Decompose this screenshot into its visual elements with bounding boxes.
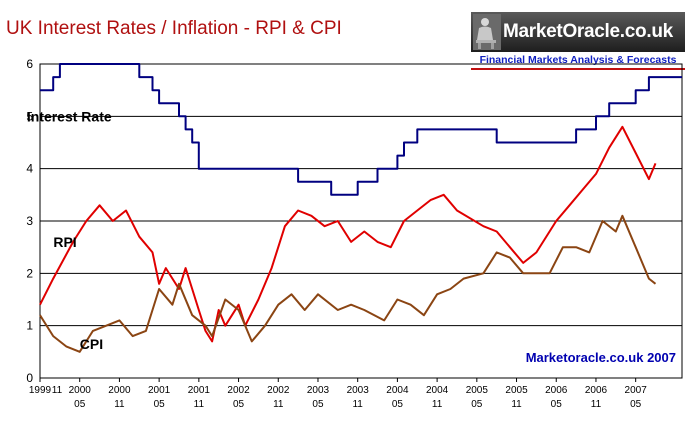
x-tick-year: 2006 xyxy=(545,385,568,396)
y-tick-label: 2 xyxy=(26,266,33,280)
series-line-rpi xyxy=(39,125,657,343)
x-tick-year: 2007 xyxy=(625,385,648,396)
x-tick-year: 2000 xyxy=(108,385,131,396)
x-tick-month: 11 xyxy=(114,399,125,410)
x-tick-year: 2005 xyxy=(505,385,528,396)
x-tick-month: 05 xyxy=(233,399,245,410)
watermark-text: Marketoracle.co.uk 2007 xyxy=(526,350,676,365)
y-tick-label: 5 xyxy=(26,109,33,123)
x-tick-month: 05 xyxy=(312,399,324,410)
x-tick-month: 11 xyxy=(352,399,363,410)
gridlines xyxy=(39,63,683,379)
y-tick-label: 6 xyxy=(26,57,33,71)
x-tick-year: 2002 xyxy=(227,385,250,396)
series-label: RPI xyxy=(53,234,76,250)
x-tick-month: 05 xyxy=(551,399,563,410)
x-tick-year: 2003 xyxy=(347,385,370,396)
series-label: CPI xyxy=(80,336,103,352)
x-tick-month: 11 xyxy=(432,399,443,410)
brand-name: MarketOracle.co.uk xyxy=(503,21,673,42)
series-label: Interest Rate xyxy=(27,108,112,124)
x-tick-month: 05 xyxy=(154,399,166,410)
x-tick-year: 2001 xyxy=(188,385,211,396)
brand-underline xyxy=(471,68,685,70)
x-tick-year: 2001 xyxy=(148,385,171,396)
series-line-cpi xyxy=(39,214,657,353)
brand-logo-box[interactable]: MarketOracle.co.uk xyxy=(471,12,685,52)
x-tick-year: 2003 xyxy=(307,385,330,396)
series-line-interest-rate xyxy=(40,63,682,196)
brand-tagline: Financial Markets Analysis & Forecasts xyxy=(479,54,677,66)
brand-banner[interactable]: MarketOracle.co.uk Financial Markets Ana… xyxy=(471,12,685,70)
x-tick-month: 11 xyxy=(52,385,63,396)
y-tick-label: 3 xyxy=(26,214,33,228)
x-tick-month: 05 xyxy=(471,399,483,410)
x-tick-month: 05 xyxy=(392,399,404,410)
x-tick-year: 2004 xyxy=(386,385,409,396)
series-lines xyxy=(39,63,682,353)
x-tick-year: 2002 xyxy=(267,385,290,396)
x-tick-year: 2004 xyxy=(426,385,449,396)
x-tick-month: 05 xyxy=(74,399,86,410)
x-tick-year: 2005 xyxy=(466,385,489,396)
x-tick-month: 11 xyxy=(511,399,522,410)
chart-title: UK Interest Rates / Inflation - RPI & CP… xyxy=(6,18,342,39)
oracle-figure-icon xyxy=(473,14,501,50)
x-tick-year: 1999 xyxy=(29,385,52,396)
y-tick-label: 0 xyxy=(26,371,33,385)
y-tick-label: 1 xyxy=(26,319,33,333)
y-tick-label: 4 xyxy=(26,162,33,176)
x-tick-year: 2006 xyxy=(585,385,608,396)
x-tick-month: 11 xyxy=(591,399,602,410)
series-labels: Interest Rate RPI CPI xyxy=(27,108,112,352)
x-tick-month: 11 xyxy=(273,399,284,410)
x-tick-month: 05 xyxy=(630,399,642,410)
x-tick-year: 2000 xyxy=(69,385,92,396)
x-tick-month: 11 xyxy=(194,399,205,410)
